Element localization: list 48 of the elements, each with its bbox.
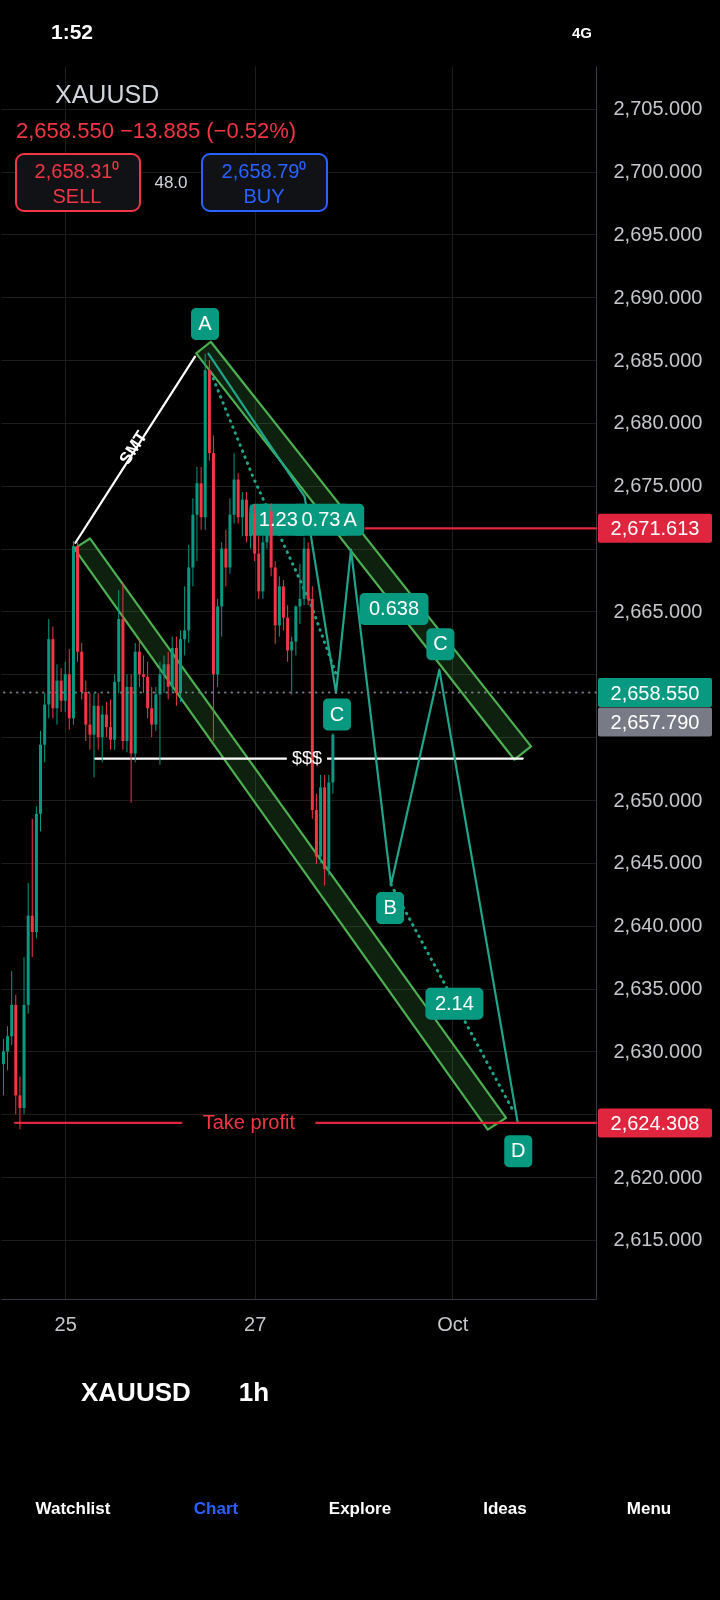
text: Chart bbox=[193, 1499, 239, 1518]
y-tick-label: 2,640.000 bbox=[613, 914, 703, 937]
annotation: 0.638 bbox=[368, 597, 420, 619]
text: 4G bbox=[571, 24, 593, 41]
annotation: A bbox=[343, 507, 358, 530]
data-label: 2,624.308 bbox=[610, 1111, 700, 1134]
annotation: A bbox=[198, 312, 213, 335]
y-tick-label: 2,635.000 bbox=[613, 977, 703, 1000]
ref-line-label: 2,658.550 bbox=[610, 681, 700, 704]
text: Explore bbox=[328, 1499, 392, 1518]
y-tick-label: 2,695.000 bbox=[613, 222, 703, 245]
annotation: 2.14 bbox=[434, 991, 474, 1014]
y-tick-label: 2,705.000 bbox=[613, 97, 703, 120]
y-tick-label: 2,675.000 bbox=[613, 474, 703, 497]
y-tick-label: 2,615.000 bbox=[613, 1228, 703, 1251]
text: 2,657.790 bbox=[610, 711, 700, 733]
y-tick-label: 2,650.000 bbox=[613, 788, 703, 811]
x-tick-label: 25 bbox=[54, 1312, 77, 1335]
text: XAUUSD bbox=[81, 1377, 191, 1407]
annotation: BUY bbox=[243, 185, 285, 207]
annotation: Take profit bbox=[202, 1110, 296, 1133]
annotation: 2,658.79⁰ bbox=[221, 160, 307, 182]
text: XAUUSD bbox=[55, 80, 160, 108]
annotation: C bbox=[329, 702, 345, 725]
annotation: SELL bbox=[52, 185, 102, 207]
y-tick-label: 2,680.000 bbox=[613, 411, 703, 434]
text: Watchlist bbox=[35, 1499, 111, 1518]
y-tick-label: 2,665.000 bbox=[613, 599, 703, 622]
x-tick-label: Oct bbox=[437, 1312, 469, 1335]
text: 2,658.550 −13.885 (−0.52%) bbox=[16, 118, 297, 143]
annotation: 48.0 bbox=[154, 173, 188, 192]
text: 1:52 bbox=[50, 20, 94, 43]
text: Ideas bbox=[483, 1499, 527, 1518]
annotation: 0.73 bbox=[301, 507, 341, 530]
annotation: B bbox=[383, 896, 397, 919]
y-tick-label: 2,630.000 bbox=[613, 1039, 703, 1062]
y-tick-label: 2,685.000 bbox=[613, 348, 703, 371]
annotation: C bbox=[433, 632, 448, 655]
y-tick-label: 2,690.000 bbox=[613, 285, 703, 308]
x-tick-label: 27 bbox=[244, 1312, 267, 1335]
annotation: 2,658.31⁰ bbox=[34, 160, 120, 182]
text: Menu bbox=[626, 1499, 672, 1518]
data-label: 2,671.613 bbox=[610, 517, 700, 540]
text: 1h bbox=[238, 1377, 270, 1407]
annotation: D bbox=[511, 1139, 526, 1162]
y-tick-label: 2,700.000 bbox=[613, 160, 703, 183]
y-tick-label: 2,645.000 bbox=[613, 851, 703, 874]
y-tick-label: 2,620.000 bbox=[613, 1165, 703, 1188]
